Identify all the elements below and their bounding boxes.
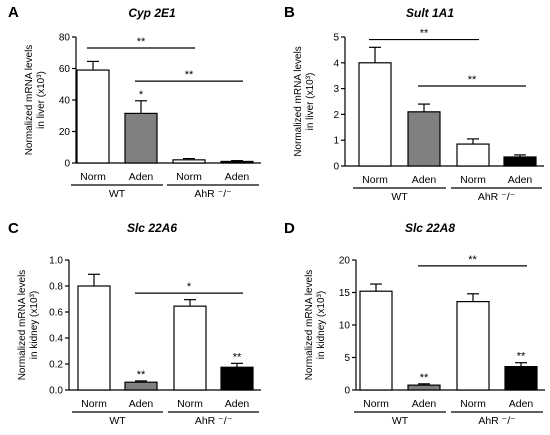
y-axis-label: in liver (x10³)	[305, 73, 316, 131]
significance-mark: **	[517, 351, 526, 363]
y-tick-label: 15	[339, 288, 351, 299]
y-tick-label: 20	[339, 256, 351, 267]
y-tick-label: 1	[333, 136, 339, 147]
bar	[456, 143, 490, 167]
y-tick-label: 0	[64, 159, 70, 170]
group-label: AhR ⁻/⁻	[478, 415, 515, 427]
bar	[456, 301, 490, 391]
y-tick-label: 20	[59, 127, 71, 138]
panel-c: C Slc 22A6 Normalized mRNA levels in kidney…	[8, 220, 261, 427]
bar	[220, 160, 254, 164]
y-tick-label: 0.0	[49, 386, 63, 397]
category-label: Norm	[460, 174, 486, 186]
panel-a: A Cyp 2E1 Normalized mRNA levels in liver (…	[8, 4, 261, 200]
y-tick-label: 4	[333, 58, 339, 69]
y-tick-label: 10	[339, 321, 351, 332]
chart-title: Sult 1A1	[406, 6, 454, 20]
y-tick-label: 5	[333, 33, 339, 44]
comparison-label: *	[187, 281, 192, 293]
category-label: Norm	[362, 174, 388, 186]
comparison-label: **	[468, 254, 477, 266]
bar	[124, 112, 158, 164]
bar	[358, 62, 392, 167]
category-label: Aden	[509, 398, 534, 410]
y-tick-label: 0.8	[49, 282, 63, 293]
y-tick-label: 80	[59, 33, 71, 44]
category-label: Norm	[80, 171, 106, 183]
y-tick-label: 0.4	[49, 334, 63, 345]
panel-b: B Sult 1A1 Normalized mRNA levels in liver …	[284, 4, 544, 203]
bar	[504, 366, 538, 391]
bar	[503, 156, 537, 167]
y-axis-label: Normalized mRNA levels	[293, 46, 304, 157]
y-tick-label: 0	[333, 162, 339, 173]
significance-mark: **	[233, 351, 242, 363]
category-label: Norm	[81, 398, 107, 410]
category-label: Aden	[508, 174, 533, 186]
comparison-label: **	[468, 74, 477, 86]
category-label: Aden	[129, 171, 154, 183]
y-tick-label: 1.0	[49, 256, 63, 267]
bar	[76, 69, 110, 164]
y-axis-label: Normalized mRNA levels	[304, 270, 315, 381]
bar	[220, 366, 254, 391]
significance-mark: **	[137, 369, 146, 381]
bar	[359, 290, 393, 391]
panel-letter: D	[284, 220, 295, 237]
group-label: WT	[392, 415, 409, 427]
chart-title: Slc 22A6	[127, 221, 177, 235]
y-axis-label: in kidney (x10³)	[316, 291, 327, 359]
category-label: Norm	[363, 398, 389, 410]
y-axis-label: Normalized mRNA levels	[17, 270, 28, 381]
panel-letter: C	[8, 220, 19, 237]
chart-title: Slc 22A8	[405, 221, 455, 235]
bar	[172, 159, 206, 164]
group-label: AhR ⁻/⁻	[195, 415, 232, 427]
y-axis-label: Normalized mRNA levels	[24, 45, 35, 156]
category-label: Aden	[225, 398, 250, 410]
category-label: Aden	[412, 174, 437, 186]
y-tick-label: 0	[344, 386, 350, 397]
bar	[124, 381, 158, 391]
y-tick-label: 3	[333, 84, 339, 95]
y-tick-label: 5	[344, 353, 350, 364]
y-tick-label: 40	[59, 96, 71, 107]
category-label: Aden	[412, 398, 437, 410]
y-axis-label: in kidney (x10³)	[29, 291, 40, 359]
category-label: Norm	[460, 398, 486, 410]
category-label: Aden	[225, 171, 250, 183]
comparison-label: **	[420, 28, 429, 40]
significance-mark: **	[420, 372, 429, 384]
comparison-label: **	[137, 36, 146, 48]
panel-d: D Slc 22A8 Normalized mRNA levels in kidney…	[284, 220, 545, 427]
bar	[77, 285, 111, 391]
group-label: WT	[391, 191, 408, 203]
panel-letter: B	[284, 4, 295, 21]
y-tick-label: 2	[333, 110, 339, 121]
bar	[407, 111, 441, 167]
comparison-label: **	[185, 69, 194, 81]
bar	[407, 384, 441, 391]
category-label: Norm	[176, 171, 202, 183]
significance-mark: *	[139, 89, 144, 101]
y-tick-label: 0.6	[49, 308, 63, 319]
group-label: AhR ⁻/⁻	[478, 191, 515, 203]
category-label: Aden	[129, 398, 154, 410]
panel-letter: A	[8, 4, 19, 21]
y-tick-label: 0.2	[49, 360, 63, 371]
y-tick-label: 60	[59, 64, 71, 75]
category-label: Norm	[177, 398, 203, 410]
bar	[173, 305, 207, 391]
y-axis-label: in liver (x10³)	[36, 71, 47, 129]
group-label: WT	[109, 415, 126, 427]
group-label: WT	[109, 188, 126, 200]
chart-title: Cyp 2E1	[128, 6, 176, 20]
group-label: AhR ⁻/⁻	[194, 188, 231, 200]
